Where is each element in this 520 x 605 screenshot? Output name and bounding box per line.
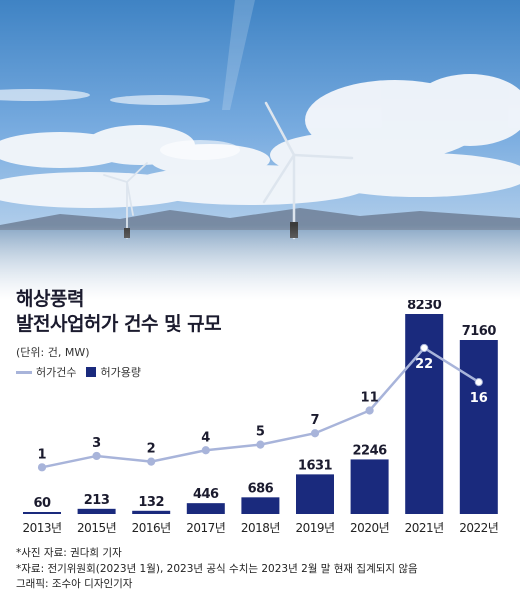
count-point bbox=[310, 429, 320, 438]
bar-value-label: 132 bbox=[138, 495, 164, 510]
bar bbox=[186, 503, 225, 514]
bar bbox=[241, 497, 280, 514]
x-tick-label: 2016년 bbox=[132, 521, 171, 535]
photo-credit: *사진 자료: 권다희 기자 bbox=[16, 547, 122, 559]
title-line-1: 해상풍력 bbox=[16, 288, 84, 310]
count-point bbox=[474, 377, 483, 387]
count-point bbox=[256, 440, 265, 449]
combo-chart: 60 2013년 213 2015년 132 2016년 446 2017년 686 2018년 1… bbox=[0, 300, 520, 540]
chart-title: 해상풍력 발전사업허가 건수 및 규모 bbox=[16, 287, 222, 337]
count-value-label: 7 bbox=[310, 413, 319, 428]
bar bbox=[350, 459, 389, 514]
legend-line-swatch bbox=[16, 370, 32, 374]
bar-value-label: 7160 bbox=[462, 324, 497, 339]
count-point bbox=[201, 446, 210, 455]
bar-value-label: 60 bbox=[33, 496, 51, 511]
footnotes: *사진 자료: 권다희 기자 *자료: 전기위원회(2023년 1월), 202… bbox=[16, 546, 418, 593]
bar bbox=[23, 512, 61, 514]
count-point bbox=[37, 463, 47, 472]
graphic-credit: 그래픽: 조수아 디자인기자 bbox=[16, 578, 133, 590]
count-point bbox=[147, 457, 156, 466]
x-tick-label: 2022년 bbox=[459, 521, 498, 535]
unit-label: (단위: 건, MW) bbox=[16, 346, 90, 359]
legend-capacity-label: 허가용량 bbox=[100, 366, 141, 379]
x-tick-label: 2018년 bbox=[241, 521, 280, 535]
count-point bbox=[365, 406, 374, 415]
count-value-label: 11 bbox=[361, 391, 379, 406]
x-tick-label: 2013년 bbox=[22, 521, 61, 535]
x-tick-label: 2017년 bbox=[186, 521, 225, 535]
bar-value-label: 686 bbox=[248, 481, 274, 496]
bar-value-label: 446 bbox=[193, 487, 219, 502]
offshore-wind-photo bbox=[0, 0, 520, 300]
bar-value-label: 2246 bbox=[353, 443, 388, 458]
legend-count-label: 허가건수 bbox=[36, 366, 77, 379]
count-value-label: 2 bbox=[147, 442, 156, 457]
x-tick-label: 2015년 bbox=[77, 521, 116, 535]
count-point bbox=[92, 451, 101, 461]
bar bbox=[459, 340, 498, 514]
count-value-label: 22 bbox=[415, 357, 433, 372]
bar-value-label: 8230 bbox=[407, 300, 442, 313]
bar-value-label: 1631 bbox=[298, 458, 333, 473]
bar-value-label: 213 bbox=[84, 493, 110, 508]
source-note: *자료: 전기위원회(2023년 1월), 2023년 공식 수치는 2023년… bbox=[16, 562, 418, 575]
count-value-label: 3 bbox=[92, 436, 101, 451]
count-point bbox=[420, 343, 429, 353]
bar bbox=[77, 508, 116, 514]
legend-bar-swatch bbox=[86, 367, 97, 377]
count-value-label: 1 bbox=[37, 447, 46, 462]
title-line-2: 발전사업허가 건수 및 규모 bbox=[16, 313, 222, 335]
bar bbox=[296, 474, 334, 514]
count-value-label: 4 bbox=[201, 430, 210, 445]
x-tick-label: 2020년 bbox=[350, 521, 389, 535]
x-tick-label: 2021년 bbox=[405, 521, 444, 535]
count-value-label: 16 bbox=[470, 391, 488, 406]
chart-canvas: 602013년2132015년1322016년4462017년6862018년1… bbox=[22, 300, 498, 535]
x-tick-label: 2019년 bbox=[295, 521, 334, 535]
bar bbox=[132, 510, 171, 514]
count-value-label: 5 bbox=[256, 425, 265, 440]
legend: 허가건수 허가용량 bbox=[16, 364, 141, 380]
